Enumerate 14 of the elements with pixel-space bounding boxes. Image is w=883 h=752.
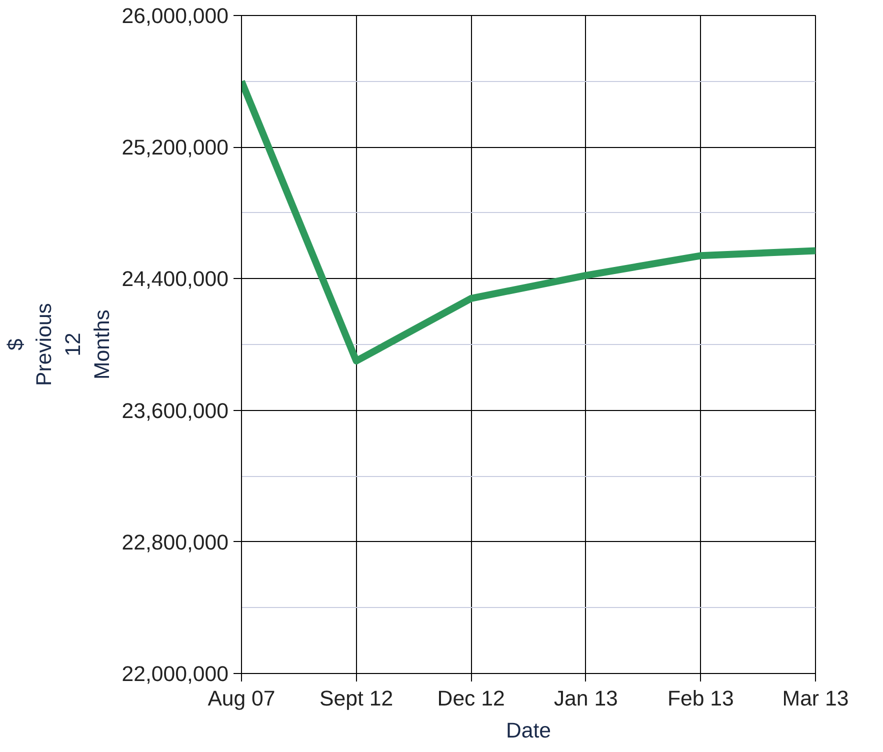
- x-tick-label: Aug 07: [208, 686, 276, 710]
- x-tick-label: Mar 13: [782, 686, 849, 710]
- x-tick-label: Sept 12: [320, 686, 394, 710]
- y-tick-label: 23,600,000: [122, 398, 229, 423]
- x-tick-label: Dec 12: [437, 686, 505, 710]
- y-tick-label: 25,200,000: [122, 136, 229, 160]
- y-tick-label: 22,800,000: [122, 530, 229, 554]
- x-tick-label: Jan 13: [554, 686, 618, 710]
- y-axis-title: $ Previous 12 Months: [3, 303, 114, 386]
- y-tick-label: 22,000,000: [122, 662, 229, 686]
- x-tick-label: Feb 13: [668, 686, 734, 710]
- y-tick-label: 24,400,000: [122, 267, 229, 292]
- x-axis-title: Date: [506, 718, 552, 742]
- y-tick-label: 26,000,000: [122, 4, 229, 28]
